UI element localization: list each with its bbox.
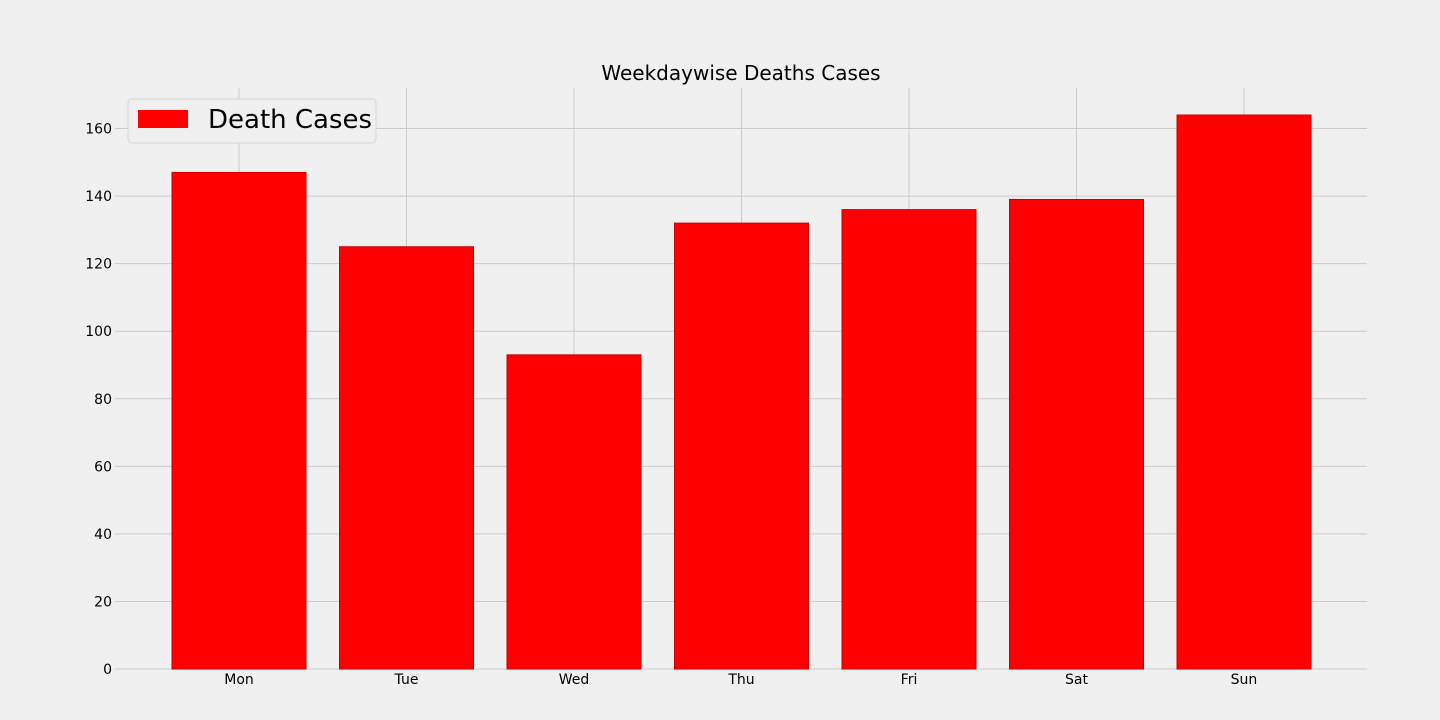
y-tick-label-140: 140 xyxy=(85,189,112,205)
bars xyxy=(171,114,1312,670)
legend-frame xyxy=(127,98,377,144)
bar-mon xyxy=(171,171,307,670)
legend-swatch-death-cases xyxy=(138,110,188,128)
legend: Death Cases xyxy=(127,98,377,144)
y-tick-label-20: 20 xyxy=(94,594,112,610)
y-tick-label-0: 0 xyxy=(103,662,112,678)
bar-sun xyxy=(1176,114,1312,670)
y-tick-label-160: 160 xyxy=(85,122,112,138)
y-tick-label-80: 80 xyxy=(94,392,112,408)
x-tick-label-wed: Wed xyxy=(559,672,590,688)
y-tick-label-40: 40 xyxy=(94,527,112,543)
bar-sat xyxy=(1009,198,1144,670)
x-tick-label-fri: Fri xyxy=(901,672,918,688)
y-tick-label-120: 120 xyxy=(85,257,112,273)
bar-fri xyxy=(841,209,977,670)
y-tick-label-100: 100 xyxy=(85,324,112,340)
x-tick-label-sun: Sun xyxy=(1231,672,1258,688)
bar-tue xyxy=(339,246,474,670)
x-tick-label-thu: Thu xyxy=(727,672,754,688)
x-tick-label-sat: Sat xyxy=(1065,672,1088,688)
legend-label-death-cases: Death Cases xyxy=(208,105,372,135)
x-axis-ticks: Mon Tue Wed Thu Fri Sat Sun xyxy=(224,672,1257,688)
y-tick-label-60: 60 xyxy=(94,459,112,475)
y-axis-ticks: 0 20 40 60 80 100 120 140 160 xyxy=(85,122,112,678)
x-tick-label-mon: Mon xyxy=(224,672,254,688)
chart-title: Weekdaywise Deaths Cases xyxy=(601,61,880,85)
x-tick-label-tue: Tue xyxy=(394,672,419,688)
bar-wed xyxy=(506,354,642,670)
bar-thu xyxy=(674,222,809,670)
